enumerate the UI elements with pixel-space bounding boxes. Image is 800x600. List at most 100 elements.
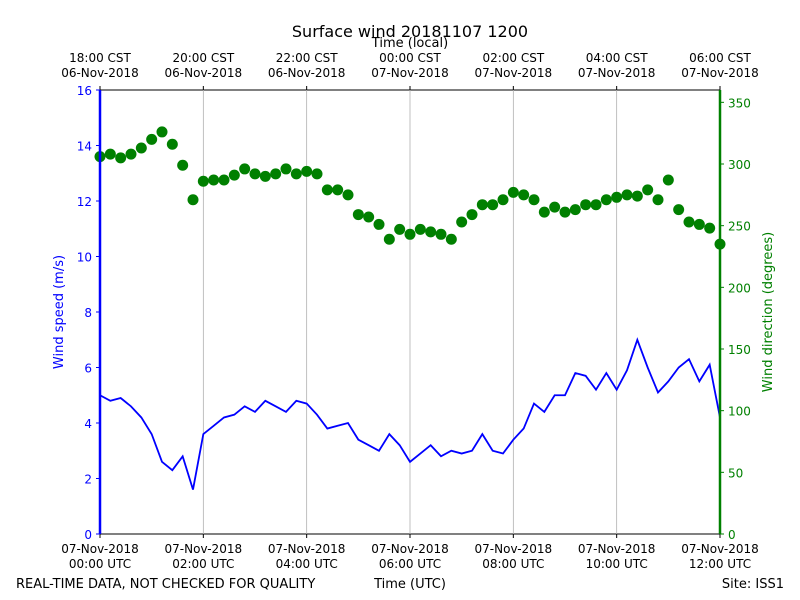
x2-tick-label: 06:00 CST <box>689 51 751 65</box>
direction-point <box>569 204 581 216</box>
direction-point <box>549 201 561 213</box>
y2-tick-label: 350 <box>728 96 751 110</box>
y-tick-label: 0 <box>84 528 92 542</box>
x-tick-label: 12:00 UTC <box>689 557 751 571</box>
direction-point <box>394 223 406 235</box>
direction-point <box>249 168 261 180</box>
speed-line <box>99 337 721 490</box>
y-tick-label: 16 <box>77 84 92 98</box>
y-tick-label: 4 <box>84 417 92 431</box>
y-tick-label: 2 <box>84 473 92 487</box>
x2-tick-label: 06-Nov-2018 <box>165 66 243 80</box>
footer-note: REAL-TIME DATA, NOT CHECKED FOR QUALITY <box>16 577 315 592</box>
x2-tick-label: 07-Nov-2018 <box>578 66 656 80</box>
direction-point <box>135 142 147 154</box>
direction-point <box>590 199 602 211</box>
x-tick-label: 02:00 UTC <box>172 557 234 571</box>
direction-point <box>321 184 333 196</box>
direction-point <box>642 184 654 196</box>
direction-point <box>383 233 395 245</box>
direction-point <box>456 216 468 228</box>
direction-point <box>600 194 612 206</box>
x-tick-label: 07-Nov-2018 <box>475 542 553 556</box>
y2-tick-label: 100 <box>728 405 751 419</box>
direction-point <box>476 199 488 211</box>
x2-tick-label: 04:00 CST <box>586 51 648 65</box>
x-tick-label: 00:00 UTC <box>69 557 131 571</box>
direction-point <box>146 133 158 145</box>
x-tick-label: 07-Nov-2018 <box>165 542 243 556</box>
y-tick-label: 8 <box>84 306 92 320</box>
direction-point <box>621 189 633 201</box>
direction-point <box>435 228 447 240</box>
y-axis-label: Wind speed (m/s) <box>52 255 67 369</box>
direction-point <box>218 174 230 186</box>
y-tick-label: 14 <box>77 140 92 154</box>
direction-point <box>631 190 643 202</box>
x2-tick-label: 18:00 CST <box>69 51 131 65</box>
y2-tick-label: 300 <box>728 158 751 172</box>
direction-point <box>414 223 426 235</box>
direction-point <box>487 199 499 211</box>
direction-point <box>342 189 354 201</box>
direction-point <box>301 165 313 177</box>
x2-tick-label: 02:00 CST <box>482 51 544 65</box>
chart-title: Surface wind 20181107 1200 <box>292 22 528 41</box>
direction-point <box>466 209 478 221</box>
x-tick-label: 07-Nov-2018 <box>578 542 656 556</box>
y2-tick-label: 0 <box>728 528 736 542</box>
direction-point <box>352 209 364 221</box>
x-tick-label: 07-Nov-2018 <box>61 542 139 556</box>
y2-tick-label: 150 <box>728 343 751 357</box>
direction-point <box>115 152 127 164</box>
x2-tick-label: 20:00 CST <box>172 51 234 65</box>
top-axis-label: Time (local) <box>371 36 448 51</box>
x2-tick-label: 22:00 CST <box>276 51 338 65</box>
x2-tick-label: 07-Nov-2018 <box>681 66 759 80</box>
x2-tick-label: 07-Nov-2018 <box>475 66 553 80</box>
direction-point <box>662 174 674 186</box>
direction-point <box>125 148 137 160</box>
direction-point <box>187 194 199 206</box>
x-tick-label: 07-Nov-2018 <box>681 542 759 556</box>
y-tick-label: 6 <box>84 362 92 376</box>
x2-tick-label: 00:00 CST <box>379 51 441 65</box>
direction-point <box>528 194 540 206</box>
y2-tick-label: 200 <box>728 281 751 295</box>
direction-point <box>363 211 375 223</box>
direction-point <box>270 168 282 180</box>
direction-point <box>559 206 571 218</box>
direction-point <box>673 204 685 216</box>
direction-point <box>404 228 416 240</box>
y2-tick-label: 250 <box>728 220 751 234</box>
direction-point <box>208 174 220 186</box>
direction-point <box>228 169 240 181</box>
x-tick-label: 04:00 UTC <box>276 557 338 571</box>
direction-point <box>290 168 302 180</box>
direction-point <box>332 184 344 196</box>
direction-point <box>166 138 178 150</box>
direction-point <box>580 199 592 211</box>
y-tick-label: 10 <box>77 251 92 265</box>
direction-point <box>177 159 189 171</box>
direction-point <box>156 126 168 138</box>
x-tick-label: 06:00 UTC <box>379 557 441 571</box>
direction-point <box>445 233 457 245</box>
x-tick-label: 07-Nov-2018 <box>371 542 449 556</box>
direction-point <box>280 163 292 175</box>
y2-axis-label: Wind direction (degrees) <box>761 232 776 392</box>
direction-point <box>497 194 509 206</box>
direction-point <box>683 216 695 228</box>
direction-point <box>104 148 116 160</box>
direction-point <box>518 189 530 201</box>
x-tick-label: 08:00 UTC <box>482 557 544 571</box>
direction-point <box>425 226 437 238</box>
x-axis-label: Time (UTC) <box>373 577 446 592</box>
x2-tick-label: 06-Nov-2018 <box>268 66 346 80</box>
direction-point <box>311 168 323 180</box>
x2-tick-label: 07-Nov-2018 <box>371 66 449 80</box>
y2-tick-label: 50 <box>728 466 743 480</box>
site-label: Site: ISS1 <box>722 577 784 592</box>
direction-point <box>373 218 385 230</box>
